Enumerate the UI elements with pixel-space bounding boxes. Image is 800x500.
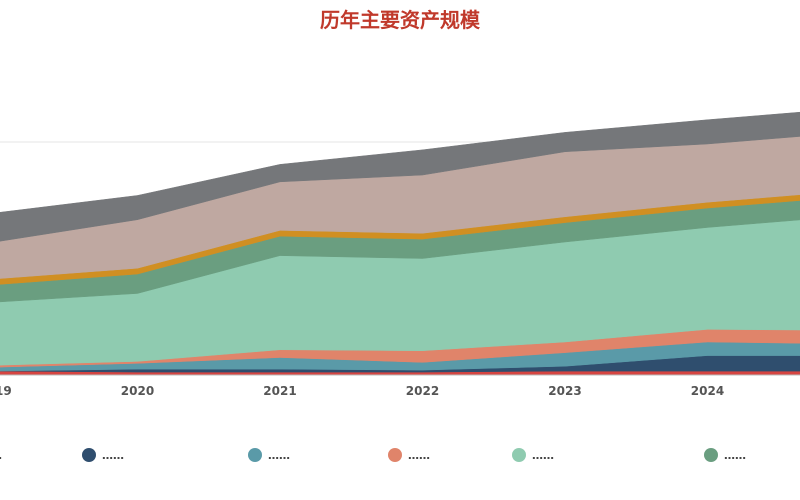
legend: …… …… …… …… …… …… xyxy=(0,448,800,472)
chart-title: 历年主要资产规模 xyxy=(320,8,480,32)
x-tick-label: 2023 xyxy=(548,384,581,398)
legend-item[interactable]: …… xyxy=(0,448,2,462)
legend-label: …… xyxy=(532,448,554,462)
legend-label: …… xyxy=(408,448,430,462)
legend-swatch xyxy=(248,448,262,462)
legend-swatch xyxy=(512,448,526,462)
legend-swatch xyxy=(82,448,96,462)
legend-swatch xyxy=(704,448,718,462)
x-tick-label: 2024 xyxy=(691,384,724,398)
legend-label: …… xyxy=(102,448,124,462)
legend-label: …… xyxy=(268,448,290,462)
legend-item[interactable]: …… xyxy=(388,448,430,462)
legend-item[interactable]: …… xyxy=(512,448,554,462)
area-series-path[interactable] xyxy=(0,108,800,242)
legend-label: …… xyxy=(0,449,2,462)
x-tick-label: 2019 xyxy=(0,384,12,398)
x-axis: 2019202020212022202320242025 xyxy=(0,374,800,398)
legend-item[interactable]: …… xyxy=(82,448,124,462)
legend-swatch xyxy=(388,448,402,462)
legend-label: …… xyxy=(724,448,746,462)
area-series xyxy=(0,108,800,376)
x-tick-label: 2021 xyxy=(263,384,296,398)
x-tick-label: 2022 xyxy=(406,384,439,398)
legend-item[interactable]: …… xyxy=(704,448,746,462)
x-tick-label: 2020 xyxy=(121,384,154,398)
legend-item[interactable]: …… xyxy=(248,448,290,462)
